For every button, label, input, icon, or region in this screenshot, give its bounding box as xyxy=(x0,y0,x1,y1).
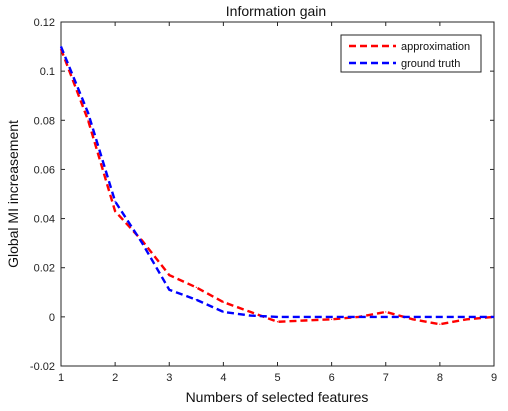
y-tick-label: 0.08 xyxy=(34,115,55,127)
data-point xyxy=(331,318,333,320)
y-tick-label: -0.02 xyxy=(30,361,55,373)
x-tick-label: 7 xyxy=(383,372,389,384)
data-point xyxy=(141,242,143,244)
x-tick-label: 3 xyxy=(166,372,172,384)
y-axis-label: Global MI increasement xyxy=(5,120,21,268)
y-tick-label: 0.06 xyxy=(34,164,55,176)
data-point xyxy=(276,321,279,323)
data-point xyxy=(493,316,495,318)
legend-label: approximation xyxy=(401,41,470,53)
data-point xyxy=(195,299,197,301)
legend: approximation ground truth xyxy=(340,34,482,73)
axis-ticks: 1 2 3 4 5 6 7 8 9 -0.02 0 0.02 0.04 0.06 0.08 0.1 0.12 xyxy=(30,17,497,384)
x-tick-label: 2 xyxy=(112,372,118,384)
x-tick-label: 6 xyxy=(329,372,335,384)
data-point xyxy=(168,274,170,276)
x-tick-label: 9 xyxy=(491,372,497,384)
data-point xyxy=(331,316,333,318)
x-axis-label: Numbers of selected features xyxy=(186,389,369,405)
data-point xyxy=(385,316,387,318)
data-point xyxy=(60,45,62,48)
x-tick-label: 8 xyxy=(437,372,443,384)
data-point xyxy=(439,316,441,318)
y-tick-label: 0.1 xyxy=(40,66,55,78)
x-tick-label: 1 xyxy=(58,372,64,384)
series-layer xyxy=(59,45,495,326)
y-tick-label: 0.04 xyxy=(34,214,55,226)
data-point xyxy=(412,318,414,320)
data-point xyxy=(303,319,306,322)
data-point xyxy=(276,316,279,318)
data-point xyxy=(168,289,170,291)
data-point xyxy=(114,210,116,212)
data-point xyxy=(249,311,252,313)
data-point xyxy=(87,112,89,114)
x-tick-label: 5 xyxy=(274,372,280,384)
data-point xyxy=(114,200,116,202)
y-tick-label: 0.12 xyxy=(34,17,55,29)
data-point xyxy=(466,318,468,320)
data-point xyxy=(385,311,387,313)
legend-box xyxy=(340,34,482,73)
series-line-approximation xyxy=(59,48,495,326)
y-tick-label: 0.02 xyxy=(34,263,55,275)
data-point xyxy=(249,315,252,317)
legend-label: ground truth xyxy=(401,58,460,70)
data-point xyxy=(195,286,197,288)
data-point xyxy=(439,323,441,325)
y-tick-label: 0 xyxy=(49,312,55,324)
x-tick-label: 4 xyxy=(220,372,226,384)
plot-area xyxy=(60,21,495,367)
data-point xyxy=(87,119,89,121)
chart-title: Information gain xyxy=(226,3,326,19)
data-point xyxy=(222,311,224,313)
data-point xyxy=(222,301,224,303)
